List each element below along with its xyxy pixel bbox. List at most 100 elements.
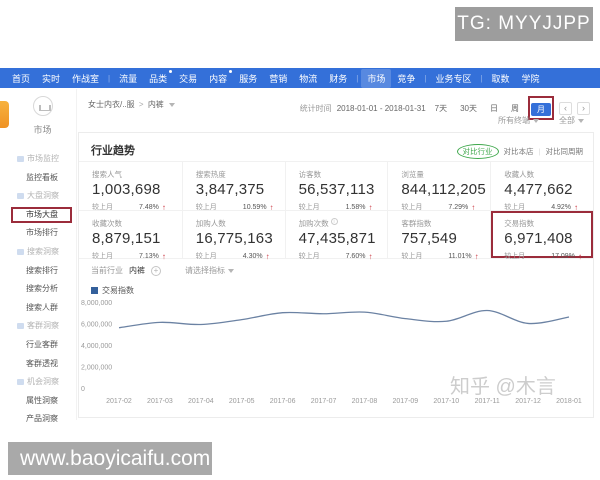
change-percent: 11.01% <box>448 252 472 260</box>
nav-item[interactable]: 流量 <box>119 73 138 84</box>
nav-separator: | <box>480 73 483 83</box>
range-30d-button[interactable]: 30天 <box>460 103 477 113</box>
sidebar-menu: 市场监控 监控看板 大盘洞察 市场大盘 市场排行 搜索洞察 搜索排行 搜索分析 搜索人群 客群洞察… <box>9 150 76 429</box>
side-handle[interactable] <box>0 101 9 128</box>
nav-item[interactable]: 财务 <box>329 73 348 84</box>
current-industry-value: 内裤 <box>129 266 145 275</box>
metric-change: 较上月 11.01% ↑ <box>401 251 486 261</box>
nav-item[interactable]: 营销 <box>269 73 288 84</box>
sidebar-item[interactable]: 搜索排行 <box>26 265 58 275</box>
metric-select-dropdown[interactable]: 请选择指标 <box>185 265 234 276</box>
range-day-button[interactable]: 日 <box>490 103 498 113</box>
metric-label: 收藏人数 <box>504 170 535 179</box>
compare-links: 对比行业 对比本店 | 对比同周期 <box>456 144 584 159</box>
compare-label: 较上月 <box>195 204 217 211</box>
device-filter-dropdown[interactable]: 所有终端 <box>498 115 539 126</box>
date-range[interactable]: 2018-01-01 - 2018-01-31 <box>336 103 426 113</box>
y-axis-tick-label: 0 <box>81 386 85 393</box>
nav-item[interactable]: 交易 <box>179 73 198 84</box>
prev-button[interactable]: ‹ <box>559 101 572 115</box>
x-axis-tick-label: 2017-02 <box>106 398 132 405</box>
filter-bar: 女士内衣/..服 > 内裤 统计时间 2018-01-01 - 2018-01-… <box>78 92 594 130</box>
sidebar-item[interactable]: 行业客群 <box>26 339 58 349</box>
range-7d-button[interactable]: 7天 <box>434 103 448 113</box>
metric-value: 1,003,698 <box>92 181 161 198</box>
chevron-down-icon <box>169 102 176 107</box>
sidebar-group-label: 市场监控 <box>9 150 76 169</box>
breadcrumb-category: 内裤 <box>147 100 164 109</box>
metric-change: 较上月 7.13% ↑ <box>92 251 178 261</box>
sidebar-group-label: 客群洞察 <box>9 317 76 336</box>
scope-filter-dropdown[interactable]: 全部 <box>559 115 584 126</box>
watermark-zhihu: 知乎 @木言 <box>450 376 556 398</box>
metric-label: 交易指数 <box>504 219 535 228</box>
y-axis-tick-label: 2,000,000 <box>81 365 112 372</box>
breadcrumb-root: 女士内衣/..服 <box>88 100 135 109</box>
metric-card: 浏览量 844,112,205 较上月 7.29% ↑ <box>387 162 490 212</box>
metric-value: 3,847,375 <box>195 181 265 198</box>
nav-item[interactable]: 物流 <box>299 73 318 84</box>
nav-item[interactable]: 竞争 <box>397 73 416 84</box>
sidebar-group-label: 大盘洞察 <box>9 187 76 206</box>
compare-industry-link[interactable]: 对比行业 <box>456 144 499 159</box>
watermark-site: www.baoyicaifu.com <box>8 442 212 475</box>
sidebar-item[interactable]: 产品洞察 <box>26 414 58 424</box>
legend-label: 交易指数 <box>102 286 134 295</box>
chevron-down-icon <box>533 118 539 123</box>
nav-item[interactable]: 品类 <box>143 69 173 88</box>
y-axis-tick-label: 6,000,000 <box>81 322 112 329</box>
metric-label: 客群指数 <box>401 219 432 228</box>
compare-label: 较上月 <box>92 204 113 211</box>
folder-icon <box>17 323 24 330</box>
metric-card: 搜索人气 1,003,698 较上月 7.48% ↑ <box>79 162 182 212</box>
nav-item[interactable]: 内容 <box>203 69 233 88</box>
sidebar-item[interactable]: 监控看板 <box>26 172 58 182</box>
metric-change: 较上月 7.29% ↑ <box>401 202 486 212</box>
up-arrow-icon: ↑ <box>368 202 373 212</box>
folder-icon <box>17 155 24 162</box>
section-title: 行业趋势 <box>91 145 135 157</box>
top-nav: 首页 实时 作战室 | 流量 品类 交易 内容 服务 营销 物流 财务 | 市场 竞争 | 业务专区 | 取数 学院 <box>0 68 600 88</box>
add-compare-icon[interactable]: + <box>151 265 161 276</box>
sidebar-item[interactable]: 客群透视 <box>26 358 58 368</box>
nav-item[interactable]: 业务专区 <box>435 73 472 84</box>
nav-item[interactable]: 实时 <box>42 73 61 84</box>
nav-item[interactable]: 市场 <box>361 68 392 88</box>
compare-label: 较上月 <box>92 253 113 260</box>
compare-shop-link[interactable]: 对比本店 <box>503 147 534 156</box>
nav-item[interactable]: 首页 <box>12 73 31 84</box>
metric-change: 较上月 10.59% ↑ <box>196 202 281 212</box>
sidebar-item[interactable]: 搜索分析 <box>26 284 58 294</box>
sidebar-item[interactable]: 市场大盘 <box>9 206 76 225</box>
change-percent: 10.59% <box>242 203 267 211</box>
compare-period-link[interactable]: 对比同周期 <box>545 147 584 156</box>
change-percent: 4.92% <box>551 203 572 211</box>
y-axis-tick-label: 4,000,000 <box>81 343 112 350</box>
metric-value: 757,549 <box>401 230 458 247</box>
compare-label: 较上月 <box>504 253 526 260</box>
metric-label: 搜索人气 <box>92 170 122 179</box>
sidebar-item[interactable]: 市场排行 <box>26 228 58 238</box>
info-icon[interactable]: i <box>330 218 338 225</box>
nav-item[interactable]: 服务 <box>239 73 258 84</box>
metric-value: 8,879,151 <box>92 230 161 247</box>
range-month-button[interactable]: 月 <box>531 103 551 116</box>
range-week-button[interactable]: 周 <box>511 103 519 113</box>
sidebar-item[interactable]: 搜索人群 <box>26 302 58 312</box>
compare-label: 较上月 <box>401 204 423 211</box>
market-module: 市场 <box>9 96 76 136</box>
metric-change: 较上月 4.92% ↑ <box>504 202 589 212</box>
folder-icon <box>17 193 24 200</box>
nav-item[interactable]: 学院 <box>521 73 540 84</box>
metric-change: 较上月 4.30% ↑ <box>196 251 281 261</box>
metric-value: 47,435,871 <box>298 230 376 247</box>
nav-item[interactable]: 取数 <box>491 73 510 84</box>
metric-card: 收藏人数 4,477,662 较上月 4.92% ↑ <box>490 162 593 212</box>
category-breadcrumb[interactable]: 女士内衣/..服 > 内裤 <box>88 99 176 110</box>
sidebar: 市场 市场监控 监控看板 大盘洞察 市场大盘 市场排行 搜索洞察 搜索排行 搜索分析 搜索人群客… <box>9 89 77 423</box>
next-button[interactable]: › <box>577 101 590 115</box>
compare-label: 较上月 <box>401 253 423 260</box>
nav-item[interactable]: 作战室 <box>72 73 100 84</box>
sidebar-item[interactable]: 属性洞察 <box>26 395 58 405</box>
